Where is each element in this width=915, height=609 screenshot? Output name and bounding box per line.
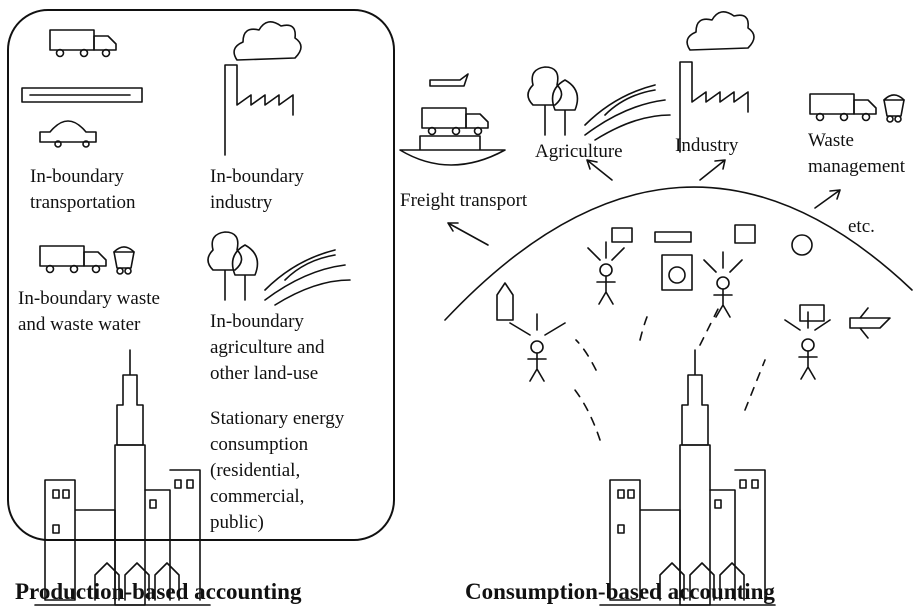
- label: In-boundary waste: [18, 288, 160, 309]
- label: etc.: [848, 216, 875, 237]
- label: other land-use: [210, 363, 318, 384]
- production-labels: In-boundary transportation In-boundary i…: [18, 166, 345, 533]
- label: Stationary energy: [210, 408, 345, 429]
- label: industry: [210, 192, 273, 213]
- label: management: [808, 156, 906, 177]
- label: Agriculture: [535, 141, 623, 162]
- diagram: In-boundary transportation In-boundary i…: [0, 0, 915, 609]
- label: Waste: [808, 130, 854, 151]
- production-box: [8, 10, 394, 540]
- label: public): [210, 512, 264, 533]
- label: Freight transport: [400, 190, 528, 211]
- production-title: Production-based accounting: [15, 579, 302, 604]
- label: In-boundary: [30, 166, 124, 187]
- consumption-title: Consumption-based accounting: [465, 579, 775, 604]
- label: Industry: [675, 135, 739, 156]
- label: and waste water: [18, 314, 141, 335]
- label: transportation: [30, 192, 136, 213]
- label: commercial,: [210, 486, 304, 507]
- label: In-boundary: [210, 166, 304, 187]
- label: agriculture and: [210, 337, 325, 358]
- label: consumption: [210, 434, 309, 455]
- label: In-boundary: [210, 311, 304, 332]
- consumption-drawing: [400, 12, 912, 605]
- consumption-labels: Freight transport Agriculture Industry W…: [400, 130, 906, 237]
- label: (residential,: [210, 460, 300, 481]
